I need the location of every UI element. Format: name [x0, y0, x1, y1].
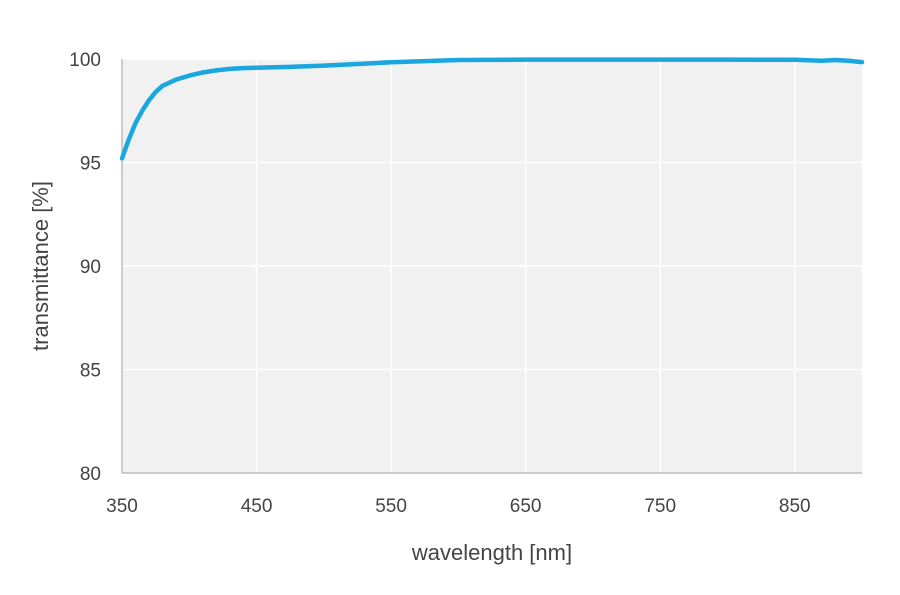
y-tick-label: 95	[80, 154, 101, 175]
y-tick-label: 90	[80, 257, 101, 278]
y-tick-label: 100	[69, 50, 101, 71]
x-axis-ticks: 350 450 550 650 750 850	[106, 496, 810, 517]
x-tick-label: 450	[241, 496, 273, 517]
series-line	[119, 57, 865, 161]
series-layer	[119, 57, 865, 161]
x-tick-label: 750	[644, 496, 676, 517]
x-tick-label: 350	[106, 496, 138, 517]
x-tick-label: 550	[375, 496, 407, 517]
y-axis-title: transmittance [%]	[28, 181, 53, 351]
x-tick-label: 650	[510, 496, 542, 517]
y-tick-label: 80	[80, 464, 101, 485]
y-axis-ticks: 80 85 90 95 100	[69, 50, 101, 485]
x-axis-title: wavelength [nm]	[411, 540, 572, 565]
y-tick-label: 85	[80, 361, 101, 382]
x-tick-label: 850	[779, 496, 811, 517]
